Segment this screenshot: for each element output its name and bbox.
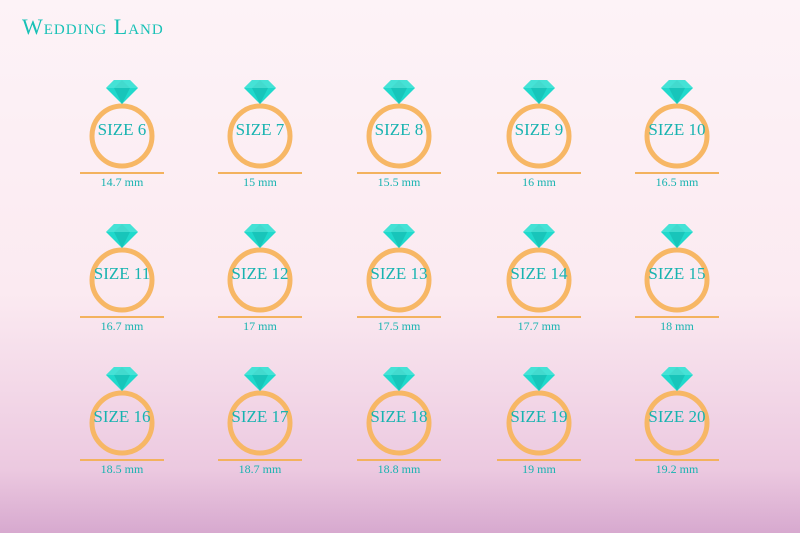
ring-card: SIZE 8 15.5 mm [339, 80, 459, 200]
diamond-ring-icon [644, 224, 710, 313]
ring-diameter-label: 17.7 mm [517, 319, 561, 333]
measure-line [497, 459, 581, 461]
ring-size-label: SIZE 6 [97, 120, 147, 139]
ring-diameter-label: 19 mm [522, 462, 556, 476]
ring-diameter-label: 14.7 mm [100, 175, 144, 189]
ring-card: SIZE 12 17 mm [200, 224, 320, 344]
measure-line [357, 316, 441, 318]
measure-line [497, 172, 581, 174]
ring-diameter-label: 17 mm [243, 319, 277, 333]
ring-card: SIZE 18 18.8 mm [339, 367, 459, 487]
diamond-ring-icon [89, 367, 155, 456]
diamond-ring-icon [506, 224, 572, 313]
ring-size-label: SIZE 19 [510, 407, 568, 426]
brand-logo: Wedding Land [22, 14, 164, 39]
ring-diameter-label: 15.5 mm [377, 175, 421, 189]
ring-size-label: SIZE 12 [231, 264, 289, 283]
ring-size-label: SIZE 13 [370, 264, 428, 283]
ring-card: SIZE 15 18 mm [617, 224, 737, 344]
ring-card: SIZE 19 19 mm [479, 367, 599, 487]
measure-line [80, 459, 164, 461]
ring-size-label: SIZE 16 [93, 407, 151, 426]
measure-line [635, 316, 719, 318]
diamond-ring-icon [644, 80, 710, 169]
ring-diameter-label: 18.8 mm [377, 462, 421, 476]
ring-size-label: SIZE 9 [514, 120, 564, 139]
diamond-ring-icon [644, 367, 710, 456]
ring-diameter-label: 18.5 mm [100, 462, 144, 476]
measure-line [635, 459, 719, 461]
ring-diameter-label: 18 mm [660, 319, 694, 333]
ring-size-label: SIZE 8 [374, 120, 424, 139]
measure-line [80, 316, 164, 318]
measure-line [357, 172, 441, 174]
ring-diameter-label: 19.2 mm [655, 462, 699, 476]
ring-size-label: SIZE 15 [648, 264, 706, 283]
ring-diameter-label: 15 mm [243, 175, 277, 189]
ring-card: SIZE 9 16 mm [479, 80, 599, 200]
ring-size-label: SIZE 17 [231, 407, 289, 426]
ring-card: SIZE 6 14.7 mm [62, 80, 182, 200]
ring-diameter-label: 18.7 mm [238, 462, 282, 476]
diamond-ring-icon [366, 224, 432, 313]
ring-card: SIZE 20 19.2 mm [617, 367, 737, 487]
ring-size-label: SIZE 18 [370, 407, 428, 426]
ring-size-label: SIZE 11 [93, 264, 151, 283]
diamond-ring-icon [366, 80, 432, 169]
diamond-ring-icon [506, 367, 572, 456]
ring-diameter-label: 16.7 mm [100, 319, 144, 333]
measure-line [218, 316, 302, 318]
diamond-ring-icon [227, 367, 293, 456]
ring-card: SIZE 17 18.7 mm [200, 367, 320, 487]
measure-line [497, 316, 581, 318]
ring-size-label: SIZE 14 [510, 264, 568, 283]
ring-card: SIZE 7 15 mm [200, 80, 320, 200]
ring-card: SIZE 16 18.5 mm [62, 367, 182, 487]
measure-line [218, 459, 302, 461]
diamond-ring-icon [89, 224, 155, 313]
diamond-ring-icon [366, 367, 432, 456]
measure-line [80, 172, 164, 174]
diamond-ring-icon [227, 80, 293, 169]
ring-size-label: SIZE 7 [235, 120, 285, 139]
diamond-ring-icon [506, 80, 572, 169]
ring-card: SIZE 14 17.7 mm [479, 224, 599, 344]
ring-card: SIZE 11 16.7 mm [62, 224, 182, 344]
ring-card: SIZE 13 17.5 mm [339, 224, 459, 344]
diamond-ring-icon [227, 224, 293, 313]
measure-line [218, 172, 302, 174]
measure-line [635, 172, 719, 174]
diamond-ring-icon [89, 80, 155, 169]
ring-diameter-label: 17.5 mm [377, 319, 421, 333]
ring-size-label: SIZE 20 [648, 407, 706, 426]
ring-card: SIZE 10 16.5 mm [617, 80, 737, 200]
measure-line [357, 459, 441, 461]
ring-diameter-label: 16 mm [522, 175, 556, 189]
ring-diameter-label: 16.5 mm [655, 175, 699, 189]
ring-size-label: SIZE 10 [648, 120, 706, 139]
